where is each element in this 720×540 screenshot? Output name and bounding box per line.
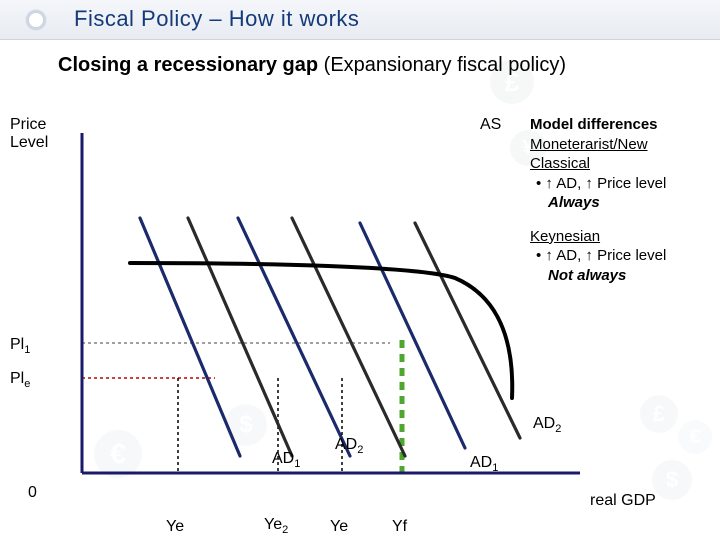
ple-label: Ple [10, 370, 30, 390]
y-axis-label: Price Level [10, 116, 48, 152]
subtitle-bold: Closing a recessionary gap [58, 54, 318, 76]
x-axis-label: real GDP [590, 492, 656, 510]
title-bullet [26, 10, 46, 30]
ad2-label-left: AD2 [335, 436, 363, 456]
pl1-label: Pl1 [10, 336, 30, 356]
ad2-label-right: AD2 [533, 415, 561, 435]
page-title: Fiscal Policy – How it works [74, 6, 359, 32]
x-yf-label: Yf [392, 518, 407, 536]
subtitle-paren: (Expansionary fiscal policy) [324, 54, 566, 76]
x-ye3-label: Ye [330, 518, 348, 536]
ad1-label-right: AD1 [470, 454, 498, 474]
x-ye-label: Ye [166, 518, 184, 536]
as-ad-diagram [60, 128, 600, 498]
page-subtitle: Closing a recessionary gap (Expansionary… [58, 54, 566, 77]
origin-label: 0 [28, 484, 37, 502]
ad1-label-left: AD1 [272, 450, 300, 470]
x-ye2-label: Ye2 [264, 516, 288, 536]
